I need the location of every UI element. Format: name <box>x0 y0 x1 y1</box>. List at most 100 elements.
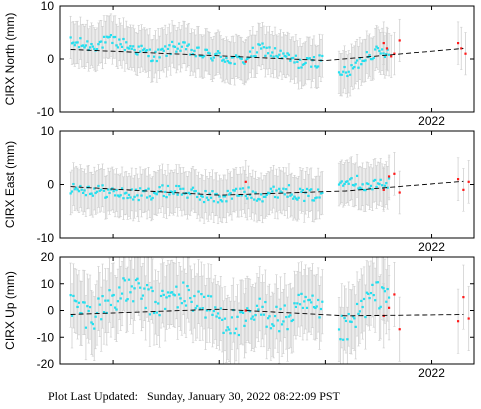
y-tick-label: -20 <box>37 357 55 371</box>
data-point <box>385 300 388 303</box>
data-point <box>215 315 218 318</box>
data-point <box>321 54 324 58</box>
data-point <box>94 315 97 318</box>
data-point <box>126 298 129 301</box>
data-point <box>244 194 247 198</box>
data-point-recent <box>390 55 393 58</box>
plot-updated-footer: Plot Last Updated: Sunday, January 30, 2… <box>48 389 340 404</box>
data-point <box>203 55 206 58</box>
data-point <box>374 48 377 51</box>
y-tick-label: 10 <box>41 277 55 291</box>
data-point <box>287 315 291 318</box>
data-point <box>262 195 266 198</box>
data-point <box>346 74 349 78</box>
data-point <box>161 289 164 292</box>
data-point <box>340 73 343 76</box>
data-point <box>120 292 124 295</box>
data-point <box>375 185 378 189</box>
data-point <box>119 297 122 300</box>
data-point <box>208 52 211 55</box>
data-point <box>340 180 343 183</box>
data-point <box>378 182 381 186</box>
data-point <box>364 188 367 192</box>
data-point <box>301 188 304 192</box>
data-point <box>371 188 374 191</box>
data-point <box>98 40 101 44</box>
data-point <box>190 300 193 303</box>
data-point <box>376 47 380 50</box>
data-point <box>312 199 316 202</box>
data-point <box>134 188 138 191</box>
data-point <box>173 190 177 193</box>
data-point <box>75 300 78 303</box>
data-point <box>369 291 373 295</box>
data-point <box>88 306 92 309</box>
data-point <box>290 193 293 196</box>
data-point <box>240 310 243 313</box>
data-point <box>374 178 377 182</box>
data-point <box>203 295 206 298</box>
data-point <box>215 192 218 196</box>
data-point <box>303 62 306 66</box>
data-point <box>152 55 156 58</box>
data-point <box>298 187 302 190</box>
data-point <box>304 61 307 64</box>
data-point <box>266 317 270 320</box>
data-point <box>133 195 136 198</box>
data-point <box>214 53 217 56</box>
data-point <box>312 306 316 309</box>
data-point <box>381 286 384 289</box>
data-point <box>342 338 345 341</box>
data-point <box>112 35 115 39</box>
trend-line <box>70 308 464 317</box>
data-point <box>351 67 355 70</box>
data-point <box>115 188 118 192</box>
data-point <box>72 294 75 298</box>
data-point <box>154 192 157 195</box>
data-point <box>171 40 174 44</box>
data-point-recent <box>464 52 467 55</box>
data-point <box>90 321 93 324</box>
data-point <box>239 187 242 190</box>
data-point <box>297 293 300 297</box>
data-point <box>93 47 96 50</box>
y-axis-label: CIRX Up (mm) <box>3 271 17 350</box>
y-tick-label: -10 <box>37 330 55 344</box>
data-point <box>237 194 240 197</box>
data-point <box>187 191 190 195</box>
data-point <box>381 184 384 187</box>
data-point <box>235 327 238 330</box>
data-point <box>246 307 249 310</box>
data-point <box>157 190 160 193</box>
data-point <box>76 305 79 309</box>
data-point <box>155 311 158 314</box>
data-point <box>248 310 252 313</box>
data-point <box>254 191 257 194</box>
data-point <box>151 289 154 293</box>
data-point <box>351 315 355 318</box>
data-point <box>140 194 143 197</box>
data-point <box>161 184 164 187</box>
data-point <box>136 53 139 56</box>
data-point <box>91 194 94 197</box>
data-point-recent <box>456 320 460 323</box>
data-point <box>69 192 72 195</box>
y-tick-label: 10 <box>41 0 55 13</box>
data-point <box>122 277 125 280</box>
data-point <box>112 190 115 193</box>
data-point <box>337 183 341 186</box>
data-point <box>102 35 106 38</box>
data-point <box>125 299 128 302</box>
data-point <box>318 54 321 57</box>
data-point <box>169 291 172 294</box>
data-point <box>158 56 161 59</box>
data-point <box>179 297 182 300</box>
data-point <box>144 189 147 192</box>
data-point <box>182 281 185 284</box>
data-point <box>137 198 140 202</box>
data-point <box>141 294 145 297</box>
data-point <box>379 178 382 181</box>
data-point <box>349 178 352 181</box>
data-point <box>264 300 267 304</box>
